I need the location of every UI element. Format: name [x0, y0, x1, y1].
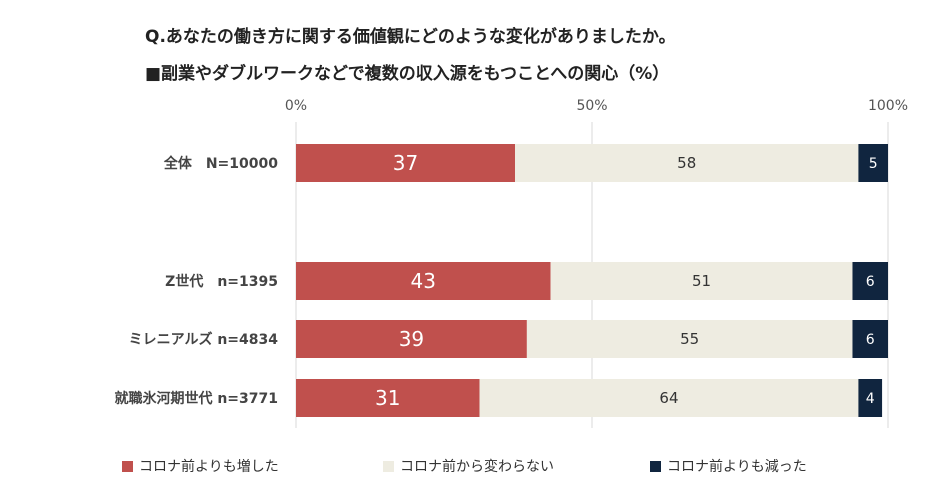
bar-unchanged-3: [479, 379, 859, 417]
legend-label-increased: コロナ前よりも増した: [139, 459, 279, 475]
data-label-decreased-3: 4: [866, 391, 875, 407]
bar-increased-1: [296, 262, 551, 300]
legend-swatch-increased: [122, 460, 133, 472]
legend-swatch-unchanged: [383, 460, 394, 472]
data-label-decreased-2: 6: [866, 332, 875, 348]
data-label-increased-3: 31: [375, 386, 400, 410]
data-label-unchanged-1: 51: [692, 272, 711, 290]
legend-label-unchanged: コロナ前から変わらない: [400, 459, 554, 475]
legend: コロナ前よりも増した コロナ前から変わらない コロナ前よりも減った: [0, 456, 940, 480]
x-tick-label-0: 0%: [285, 98, 307, 114]
data-label-unchanged-2: 55: [680, 330, 699, 348]
data-label-increased-1: 43: [411, 269, 436, 293]
bar-decreased-1: [852, 262, 888, 300]
category-label-1: Z世代 n=1395: [165, 273, 278, 290]
bar-increased-2: [296, 320, 527, 358]
chart-subtitle: ■副業やダブルワークなどで複数の収入源をもつことへの関心（%）: [145, 64, 670, 84]
category-label-2: ミレニアルズ n=4834: [129, 331, 279, 348]
data-label-decreased-1: 6: [866, 274, 875, 290]
bar-unchanged-2: [526, 320, 853, 358]
legend-swatch-decreased: [650, 460, 661, 472]
data-label-decreased-0: 5: [869, 156, 878, 172]
legend-item-unchanged: コロナ前から変わらない: [383, 456, 554, 476]
legend-item-decreased: コロナ前よりも減った: [650, 456, 807, 476]
category-label-3: 就職氷河期世代 n=3771: [114, 390, 278, 407]
legend-label-decreased: コロナ前よりも減った: [667, 459, 807, 475]
data-label-unchanged-3: 64: [659, 389, 678, 407]
bar-increased-0: [296, 144, 516, 182]
bar-decreased-0: [858, 144, 888, 182]
x-tick-label-50: 50%: [576, 98, 607, 114]
category-label-0: 全体 N=10000: [163, 155, 278, 172]
bar-unchanged-0: [515, 144, 859, 182]
bar-decreased-3: [858, 379, 883, 417]
bar-increased-3: [296, 379, 480, 417]
legend-item-increased: コロナ前よりも増した: [122, 456, 279, 476]
data-label-unchanged-0: 58: [677, 154, 696, 172]
data-label-increased-2: 39: [399, 327, 424, 351]
bar-unchanged-1: [550, 262, 853, 300]
data-label-increased-0: 37: [393, 151, 418, 175]
bar-decreased-2: [852, 320, 888, 358]
x-tick-label-100: 100%: [868, 98, 908, 114]
chart-title: Q.あなたの働き方に関する価値観にどのような変化がありましたか。: [145, 27, 676, 47]
